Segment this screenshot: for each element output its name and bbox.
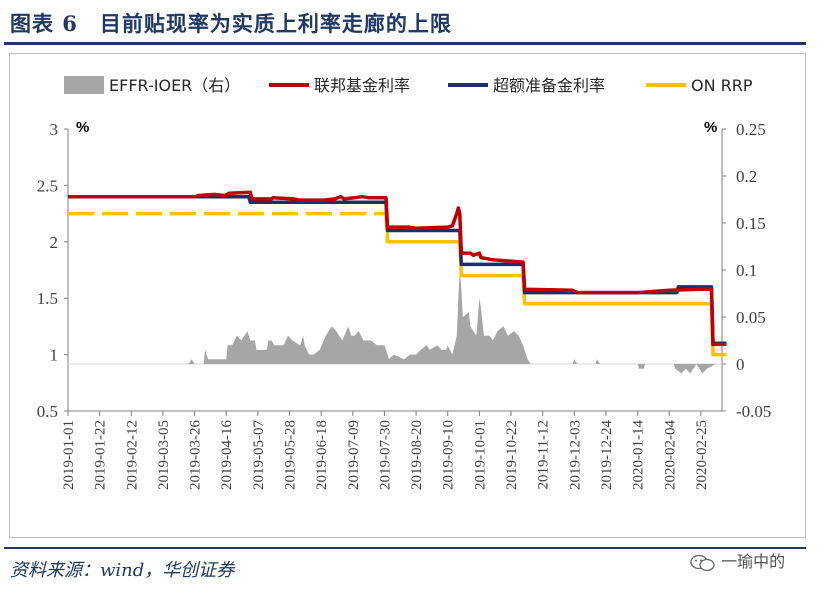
series-line-fed-funds <box>68 190 727 347</box>
x-tick-label: 2019-07-09 <box>346 420 362 490</box>
x-tick-label: 2019-09-10 <box>441 420 457 490</box>
x-tick-label: 2020-02-25 <box>694 420 710 490</box>
x-tick-label: 2019-05-28 <box>283 420 299 490</box>
x-tick-label: 2019-01-22 <box>93 420 109 490</box>
right-tick-label: 0.25 <box>736 120 766 139</box>
watermark: 一瑜中的 <box>690 548 785 572</box>
x-tick-label: 2019-03-26 <box>188 420 204 490</box>
legend-label: ON RRP <box>691 76 753 95</box>
x-tick-label: 2019-08-20 <box>409 420 425 490</box>
x-tick-label: 2019-04-16 <box>219 420 235 490</box>
title-divider <box>4 42 806 45</box>
legend-swatch-area <box>64 76 104 94</box>
legend-label: 超额准备金利率 <box>493 76 605 95</box>
left-tick-label: 0.5 <box>37 402 58 421</box>
watermark-text: 一瑜中的 <box>721 552 786 571</box>
left-tick-label: 2.5 <box>37 176 58 195</box>
right-tick-label: 0.05 <box>736 308 766 327</box>
x-tick-label: 2019-07-30 <box>377 420 393 490</box>
source-note: 资料来源：wind，华创证券 <box>10 560 235 581</box>
x-tick-label: 2019-05-07 <box>251 420 267 490</box>
left-tick-label: 2 <box>50 233 59 252</box>
x-tick-label: 2020-01-14 <box>631 420 647 490</box>
x-tick-label: 2019-11-12 <box>536 420 552 489</box>
right-tick-label: -0.05 <box>736 402 771 421</box>
right-axis-unit: % <box>704 119 717 136</box>
left-tick-label: 1 <box>50 346 59 365</box>
x-tick-label: 2019-12-24 <box>599 420 615 490</box>
right-tick-label: 0.2 <box>736 167 757 186</box>
right-tick-label: 0 <box>736 355 745 374</box>
x-tick-label: 2019-10-22 <box>504 420 520 490</box>
title-bar: 图表 6 目前贴现率为实质上利率走廊的上限 <box>0 0 829 45</box>
x-tick-label: 2019-06-18 <box>314 420 330 490</box>
left-tick-label: 3 <box>50 120 59 139</box>
right-tick-label: 0.15 <box>736 214 766 233</box>
x-tick-label: 2019-01-01 <box>61 420 77 490</box>
wechat-icon <box>690 554 715 571</box>
x-tick-label: 2020-02-04 <box>662 420 678 490</box>
x-tick-label: 2019-03-05 <box>156 420 172 490</box>
left-tick-label: 1.5 <box>37 289 58 308</box>
legend-label: 联邦基金利率 <box>314 76 410 95</box>
left-axis-unit: % <box>76 119 89 136</box>
chart-frame <box>9 53 806 538</box>
x-tick-label: 2019-02-12 <box>124 420 140 490</box>
right-tick-label: 0.1 <box>736 261 757 280</box>
series-line-ioer <box>68 194 727 346</box>
legend-label: EFFR-IOER（右） <box>109 76 240 95</box>
footer-divider <box>4 547 806 549</box>
x-tick-label: 2019-10-01 <box>472 420 488 490</box>
x-tick-label: 2019-12-03 <box>567 420 583 490</box>
series-area-effr-ioer <box>68 270 727 374</box>
series-line-on-rrp <box>385 211 727 357</box>
page-title: 图表 6 目前贴现率为实质上利率走廊的上限 <box>10 11 452 36</box>
series-line-on-rrp-dashed <box>68 211 386 244</box>
